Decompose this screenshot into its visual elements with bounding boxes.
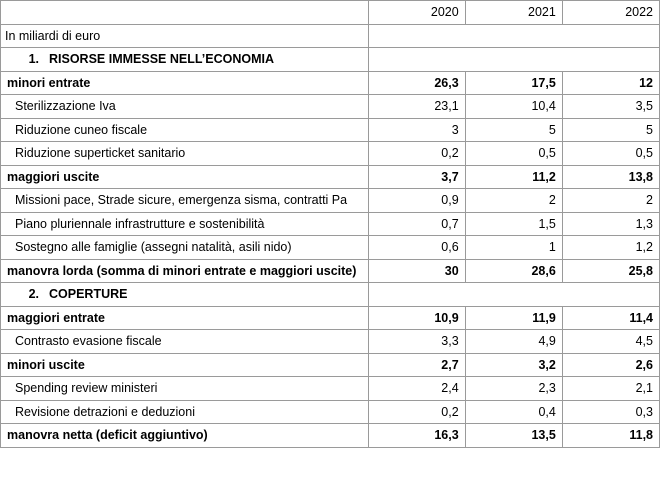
table-row: Contrasto evasione fiscale 3,3 4,9 4,5	[0, 329, 660, 354]
row-value: 1,5	[464, 211, 563, 236]
row-value: 28,6	[464, 258, 563, 283]
row-label: Missioni pace, Strade sicure, emergenza …	[0, 188, 369, 213]
table-row: Sterilizzazione Iva 23,1 10,4 3,5	[0, 94, 660, 119]
row-label: Sterilizzazione Iva	[0, 94, 369, 119]
row-label: minori uscite	[0, 352, 369, 377]
row-value: 10,9	[367, 305, 466, 330]
row-value: 3,7	[367, 164, 466, 189]
row-label: Riduzione superticket sanitario	[0, 141, 369, 166]
row-value: 23,1	[367, 94, 466, 119]
row-value: 2,6	[561, 352, 660, 377]
row-value: 0,3	[561, 399, 660, 424]
section-title: COPERTURE	[49, 287, 128, 302]
row-value: 4,5	[561, 329, 660, 354]
table-row: Spending review ministeri 2,4 2,3 2,1	[0, 376, 660, 401]
table-row: manovra netta (deficit aggiuntivo) 16,3 …	[0, 423, 660, 448]
section-row-blank	[367, 282, 660, 307]
year-header: 2021	[464, 0, 563, 25]
row-value: 11,8	[561, 423, 660, 448]
section-heading-row: 2. COPERTURE	[0, 282, 660, 307]
table-row: Sostegno alle famiglie (assegni natalità…	[0, 235, 660, 260]
year-header: 2020	[367, 0, 466, 25]
row-value: 10,4	[464, 94, 563, 119]
table-row: maggiori uscite 3,7 11,2 13,8	[0, 164, 660, 189]
row-value: 1	[464, 235, 563, 260]
row-value: 26,3	[367, 70, 466, 95]
row-value: 0,4	[464, 399, 563, 424]
row-value: 17,5	[464, 70, 563, 95]
table-row: Piano pluriennale infrastrutture e soste…	[0, 211, 660, 236]
row-value: 2	[561, 188, 660, 213]
row-value: 11,2	[464, 164, 563, 189]
row-label: maggiori entrate	[0, 305, 369, 330]
section-heading: 2. COPERTURE	[0, 282, 369, 307]
section-heading: 1. RISORSE IMMESSE NELL’ECONOMIA	[0, 47, 369, 72]
row-label: manovra netta (deficit aggiuntivo)	[0, 423, 369, 448]
section-title: RISORSE IMMESSE NELL’ECONOMIA	[49, 52, 275, 67]
row-label: Riduzione cuneo fiscale	[0, 117, 369, 142]
row-value: 2,7	[367, 352, 466, 377]
row-value: 3,3	[367, 329, 466, 354]
row-value: 4,9	[464, 329, 563, 354]
table-row: Revisione detrazioni e deduzioni 0,2 0,4…	[0, 399, 660, 424]
year-header: 2022	[561, 0, 660, 25]
unit-row-blank	[367, 23, 660, 48]
row-value: 3	[367, 117, 466, 142]
unit-row: In miliardi di euro	[0, 23, 660, 48]
header-blank-cell	[0, 0, 369, 25]
row-label: Piano pluriennale infrastrutture e soste…	[0, 211, 369, 236]
section-number: 1.	[28, 52, 39, 67]
table-row: minori uscite 2,7 3,2 2,6	[0, 352, 660, 377]
row-value: 2,3	[464, 376, 563, 401]
row-value: 3,5	[561, 94, 660, 119]
row-value: 13,8	[561, 164, 660, 189]
row-value: 3,2	[464, 352, 563, 377]
table-row: Riduzione superticket sanitario 0,2 0,5 …	[0, 141, 660, 166]
row-value: 25,8	[561, 258, 660, 283]
row-value: 1,2	[561, 235, 660, 260]
budget-table: 2020 2021 2022 In miliardi di euro 1. RIS…	[0, 0, 660, 448]
row-value: 5	[561, 117, 660, 142]
row-label: Sostegno alle famiglie (assegni natalità…	[0, 235, 369, 260]
row-label: manovra lorda (somma di minori entrate e…	[0, 258, 369, 283]
row-value: 0,7	[367, 211, 466, 236]
table-row: Missioni pace, Strade sicure, emergenza …	[0, 188, 660, 213]
row-value: 11,4	[561, 305, 660, 330]
row-value: 0,5	[464, 141, 563, 166]
unit-label: In miliardi di euro	[0, 23, 369, 48]
row-value: 13,5	[464, 423, 563, 448]
row-label: maggiori uscite	[0, 164, 369, 189]
row-value: 16,3	[367, 423, 466, 448]
row-value: 11,9	[464, 305, 563, 330]
table-row: minori entrate 26,3 17,5 12	[0, 70, 660, 95]
row-value: 0,2	[367, 141, 466, 166]
table-row: manovra lorda (somma di minori entrate e…	[0, 258, 660, 283]
row-value: 0,2	[367, 399, 466, 424]
row-label: Revisione detrazioni e deduzioni	[0, 399, 369, 424]
section-number: 2.	[28, 287, 39, 302]
row-value: 30	[367, 258, 466, 283]
section-row-blank	[367, 47, 660, 72]
row-value: 0,6	[367, 235, 466, 260]
row-value: 12	[561, 70, 660, 95]
row-value: 2,1	[561, 376, 660, 401]
row-value: 1,3	[561, 211, 660, 236]
section-heading-row: 1. RISORSE IMMESSE NELL’ECONOMIA	[0, 47, 660, 72]
table-row: Riduzione cuneo fiscale 3 5 5	[0, 117, 660, 142]
row-label: Contrasto evasione fiscale	[0, 329, 369, 354]
row-value: 0,9	[367, 188, 466, 213]
row-value: 5	[464, 117, 563, 142]
row-value: 2	[464, 188, 563, 213]
row-label: Spending review ministeri	[0, 376, 369, 401]
header-row: 2020 2021 2022	[0, 0, 660, 25]
row-value: 2,4	[367, 376, 466, 401]
table-row: maggiori entrate 10,9 11,9 11,4	[0, 305, 660, 330]
row-label: minori entrate	[0, 70, 369, 95]
row-value: 0,5	[561, 141, 660, 166]
